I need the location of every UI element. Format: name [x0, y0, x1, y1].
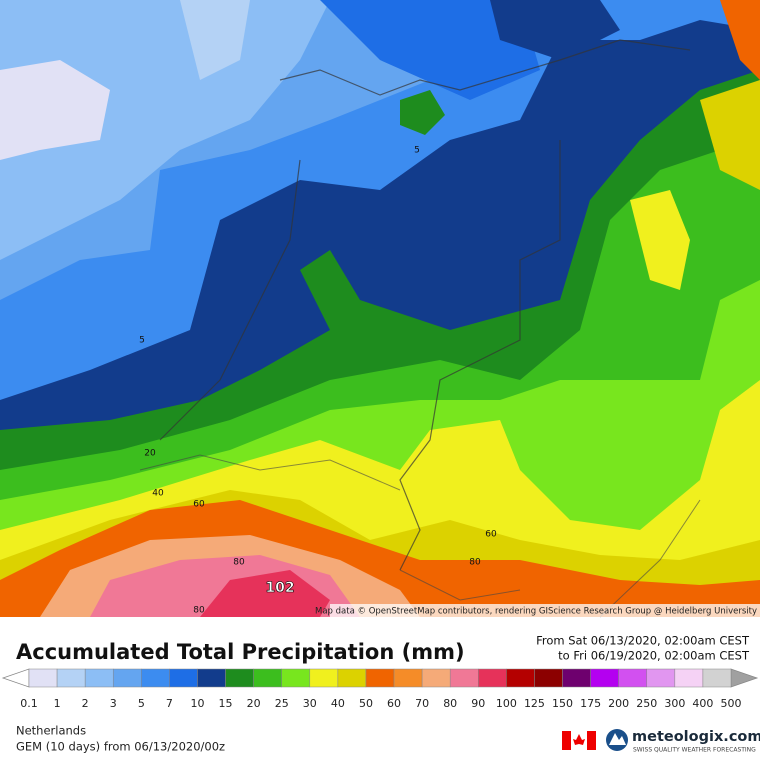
colorbar-swatch — [646, 668, 676, 688]
colorbar-arrow-low — [1, 668, 30, 688]
colorbar-label: 60 — [387, 697, 401, 710]
colorbar-label: 10 — [190, 697, 204, 710]
colorbar-label: 50 — [359, 697, 373, 710]
colorbar-label: 0.1 — [20, 697, 38, 710]
colorbar-swatch — [337, 668, 367, 688]
colorbar-swatch — [590, 668, 619, 688]
colorbar-label: 175 — [580, 697, 601, 710]
colorbar-swatch — [141, 668, 170, 688]
colorbar-label: 40 — [331, 697, 345, 710]
period-from: From Sat 06/13/2020, 02:00am CEST — [536, 634, 750, 648]
contour-label: 80 — [233, 558, 245, 568]
colorbar-swatch — [281, 668, 311, 688]
colorbar-label: 20 — [247, 697, 261, 710]
colorbar-label: 100 — [496, 697, 517, 710]
precipitation-map: Map data © OpenStreetMap contributors, r… — [0, 0, 760, 618]
colorbar-swatch — [393, 668, 423, 688]
colorbar-label: 250 — [636, 697, 657, 710]
colorbar-label: 70 — [415, 697, 429, 710]
colorbar-label: 15 — [219, 697, 233, 710]
contour-labels: 5 5 20 40 60 80 102 80 60 80 — [139, 146, 497, 616]
colorbar-label: 2 — [82, 697, 89, 710]
contour-label: 40 — [152, 489, 164, 499]
colorbar-swatch — [225, 668, 254, 688]
colorbar-swatch — [562, 668, 591, 688]
legend-title: Accumulated Total Precipitation (mm) — [16, 640, 465, 664]
contour-label: 5 — [139, 336, 145, 346]
colorbar-label: 30 — [303, 697, 317, 710]
contour-label: 20 — [144, 449, 156, 459]
contour-label: 60 — [193, 500, 205, 510]
colorbar-label: 200 — [608, 697, 629, 710]
colorbar-label: 125 — [524, 697, 545, 710]
period-to: to Fri 06/19/2020, 02:00am CEST — [558, 649, 750, 663]
colorbar-swatch — [56, 668, 86, 688]
colorbar-swatch — [506, 668, 535, 688]
colorbar-label: 3 — [110, 697, 117, 710]
contour-label: 80 — [469, 558, 481, 568]
region: Netherlands — [16, 724, 86, 738]
colorbar-swatch — [702, 668, 732, 688]
colorbar-label: 5 — [138, 697, 145, 710]
colorbar-swatch — [365, 668, 395, 688]
colorbar-swatch — [674, 668, 704, 688]
model-run: GEM (10 days) from 06/13/2020/00z — [16, 740, 225, 754]
attribution: Map data © OpenStreetMap contributors, r… — [315, 607, 757, 617]
colorbar-swatch — [28, 668, 58, 688]
colorbar-swatch — [84, 668, 114, 688]
tagline: SWISS QUALITY WEATHER FORECASTING — [633, 747, 756, 754]
colorbar-label: 500 — [721, 697, 742, 710]
colorbar-swatch — [169, 668, 198, 688]
colorbar-label: 90 — [471, 697, 485, 710]
logo — [606, 729, 628, 751]
colorbar-label: 7 — [166, 697, 173, 710]
contour-label-max: 102 — [265, 580, 294, 596]
colorbar-swatch — [449, 668, 479, 688]
colorbar-arrow-high — [730, 668, 759, 688]
colorbar-swatch — [534, 668, 563, 688]
brand: meteologix.com — [632, 729, 760, 745]
colorbar-swatch — [618, 668, 648, 688]
colorbar-swatch — [421, 668, 451, 688]
contour-label: 60 — [485, 530, 497, 540]
colorbar-label: 25 — [275, 697, 289, 710]
colorbar-swatch — [253, 668, 282, 688]
colorbar-swatch — [197, 668, 226, 688]
colorbar-label: 80 — [443, 697, 457, 710]
contour-label: 80 — [193, 606, 205, 616]
colorbar-swatch — [309, 668, 339, 688]
colorbar-label: 1 — [54, 697, 61, 710]
colorbar-label: 400 — [692, 697, 713, 710]
canada-flag — [562, 731, 596, 750]
colorbar-label: 300 — [664, 697, 685, 710]
colorbar-label: 150 — [552, 697, 573, 710]
contour-label: 5 — [414, 146, 420, 156]
colorbar-swatch — [478, 668, 507, 688]
colorbar: 0.1 1 2 3 5 7 10 15 20 25 30 40 50 60 70 80 90 100 125 150 1… — [1, 668, 759, 710]
colorbar-swatch — [112, 668, 142, 688]
